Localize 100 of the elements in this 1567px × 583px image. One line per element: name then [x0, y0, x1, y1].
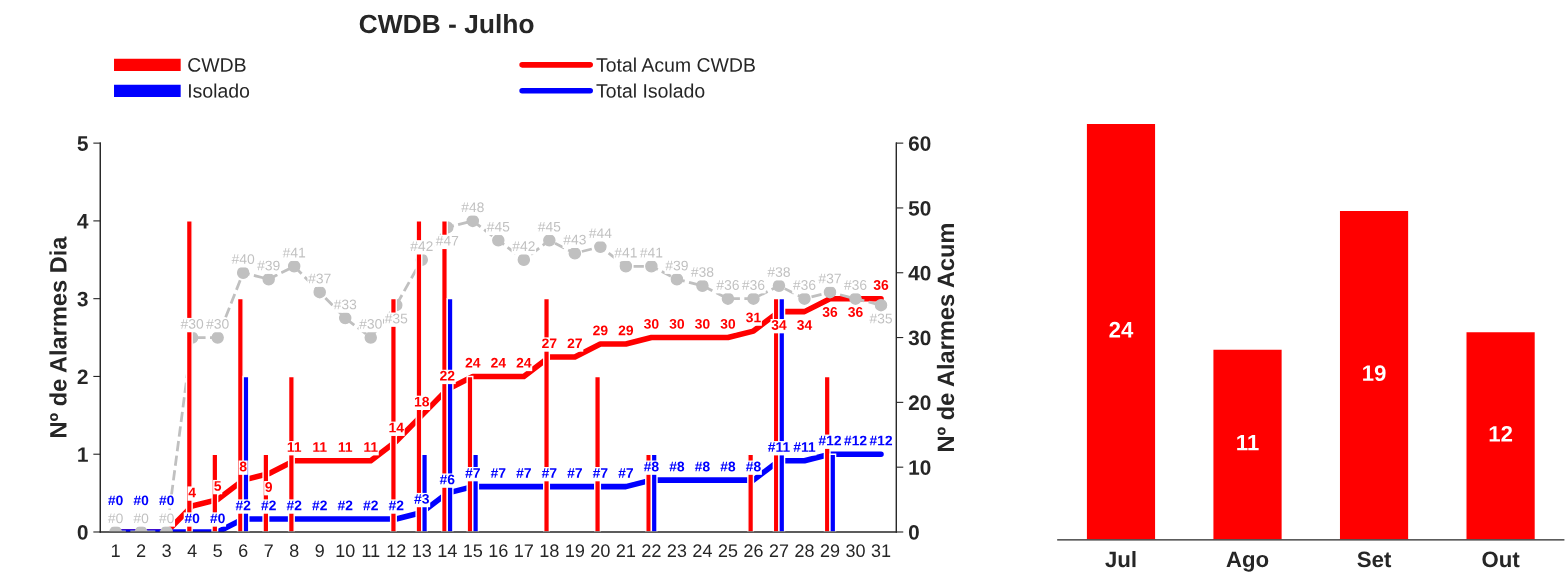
data-label: 11 — [313, 442, 327, 452]
data-label: #42 — [410, 241, 433, 251]
x-tick-label: 6 — [239, 544, 248, 558]
bar — [1465, 330, 1537, 540]
x-tick-label: 14 — [438, 544, 457, 557]
data-label: #2 — [261, 500, 276, 511]
data-label: 11 — [364, 442, 378, 452]
x-tick-label: 16 — [489, 544, 508, 558]
data-label: 14 — [389, 422, 404, 433]
data-label: #0 — [158, 513, 174, 524]
point — [645, 260, 658, 273]
point — [874, 298, 888, 312]
x-tick-label: 28 — [795, 544, 814, 558]
data-label: #8 — [643, 461, 659, 472]
data-label: #11 — [793, 442, 816, 452]
x-tick-label: 8 — [289, 544, 299, 558]
point — [236, 266, 250, 279]
data-label: 27 — [567, 338, 582, 349]
point — [849, 292, 862, 305]
point — [670, 272, 684, 286]
data-label: 30 — [695, 318, 710, 329]
data-label: #12 — [818, 435, 842, 446]
data-label: 18 — [414, 396, 430, 407]
data-label: 19 — [1363, 365, 1386, 381]
data-label: #7 — [567, 468, 582, 478]
x-tick-label: Set — [1357, 551, 1392, 568]
bar — [1212, 348, 1284, 540]
x-tick-label: 26 — [744, 544, 763, 558]
data-label: 24 — [516, 357, 532, 368]
data-label: #0 — [210, 513, 225, 524]
data-label: #36 — [716, 280, 739, 290]
data-label: 24 — [1109, 321, 1134, 338]
data-label: 36 — [848, 307, 863, 317]
data-label: #35 — [384, 313, 408, 324]
point — [823, 285, 837, 299]
data-label: #0 — [184, 513, 200, 524]
data-label: #7 — [618, 468, 633, 478]
data-label: #8 — [669, 461, 685, 472]
x-tick-label: 23 — [667, 544, 687, 558]
data-label: #6 — [439, 474, 455, 485]
data-label: #7 — [592, 468, 608, 478]
data-label: #36 — [741, 280, 765, 290]
x-tick-label: 31 — [871, 544, 891, 558]
data-label: #41 — [639, 247, 663, 258]
point — [364, 331, 377, 344]
bar — [1085, 122, 1157, 540]
point — [338, 311, 352, 325]
y-tick-label: 3 — [77, 291, 88, 307]
data-label: 27 — [542, 338, 557, 349]
data-label: #44 — [588, 228, 612, 238]
data-label: #2 — [337, 500, 353, 511]
data-label: 36 — [822, 307, 838, 317]
point — [798, 292, 811, 305]
data-label: #2 — [312, 500, 327, 511]
data-label: #41 — [614, 247, 637, 258]
data-label: #7 — [490, 468, 506, 478]
x-tick-label: 3 — [162, 544, 171, 558]
data-label: 22 — [440, 370, 455, 381]
data-label: #2 — [235, 500, 251, 511]
data-label: #45 — [537, 221, 561, 232]
point — [517, 253, 531, 267]
point — [211, 331, 224, 344]
data-label: 11 — [1237, 434, 1259, 451]
data-label: #8 — [720, 461, 736, 472]
chart-title: CWDB - Julho — [359, 13, 534, 34]
data-label: 30 — [643, 318, 659, 329]
bar — [1338, 209, 1410, 540]
data-label: #2 — [286, 500, 302, 511]
data-label: 36 — [873, 280, 889, 290]
data-label: #40 — [231, 254, 255, 264]
y-tick-label: 4 — [77, 214, 89, 229]
x-tick-label: Jul — [1105, 550, 1136, 568]
data-label: 4 — [188, 487, 196, 498]
data-label: #0 — [107, 513, 123, 524]
point — [262, 272, 275, 286]
x-tick-label: 25 — [718, 544, 738, 558]
y2-tick-label: 40 — [908, 265, 931, 281]
data-label: 12 — [1489, 425, 1513, 442]
data-label: #41 — [282, 247, 306, 258]
x-tick-label: 18 — [540, 544, 559, 558]
data-label: #0 — [133, 495, 149, 506]
y-tick-label: 2 — [77, 369, 88, 384]
data-label: #36 — [843, 280, 867, 290]
data-label: 29 — [618, 325, 634, 336]
y2-tick-label: 60 — [908, 136, 931, 151]
data-label: #0 — [159, 495, 174, 506]
data-label: 34 — [797, 320, 813, 330]
legend-label: Total Acum CWDB — [596, 57, 755, 72]
point — [543, 234, 556, 247]
x-tick-label: Ago — [1226, 551, 1269, 572]
data-label: #0 — [108, 495, 123, 506]
data-label: 30 — [669, 318, 685, 329]
y2-axis-title: Nº de Alarmes Acum — [936, 224, 955, 451]
y-tick-label: 5 — [77, 136, 88, 151]
y2-tick-label: 10 — [909, 460, 931, 475]
x-tick-label: 30 — [846, 544, 865, 558]
x-tick-label: 17 — [515, 544, 533, 557]
data-label: #39 — [257, 260, 280, 271]
point — [594, 240, 607, 254]
data-label: #45 — [486, 221, 510, 232]
